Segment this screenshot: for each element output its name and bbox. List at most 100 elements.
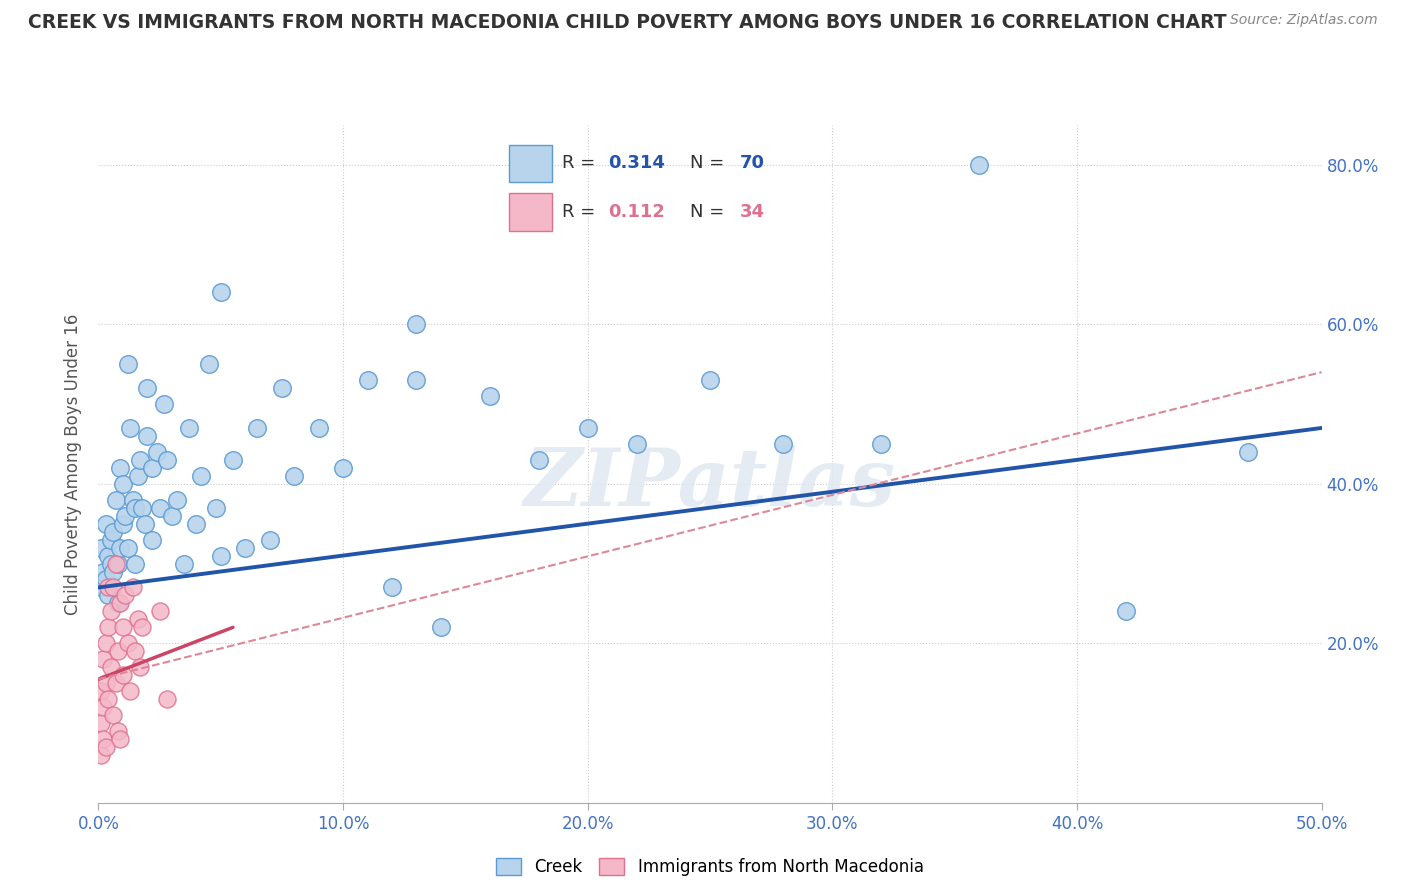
Point: [153, 397, 176, 411]
Point: [146, 445, 169, 459]
Point: [1115, 604, 1137, 618]
Point: [233, 541, 256, 555]
Point: [405, 318, 427, 332]
Point: [114, 589, 136, 603]
Point: [91, 652, 114, 666]
Point: [124, 644, 146, 658]
Point: [405, 373, 427, 387]
Point: [100, 557, 122, 571]
Point: [141, 460, 163, 475]
Point: [270, 381, 294, 395]
Point: [100, 533, 122, 547]
Point: [111, 620, 134, 634]
Point: [576, 421, 599, 435]
Point: [149, 604, 172, 618]
Point: [114, 508, 136, 523]
Point: [527, 453, 550, 467]
Point: [1237, 445, 1260, 459]
Point: [100, 604, 122, 618]
Point: [94, 676, 117, 690]
Point: [90, 716, 112, 731]
Point: [90, 747, 112, 762]
Point: [772, 437, 794, 451]
Point: [104, 557, 127, 571]
Point: [177, 421, 200, 435]
Point: [107, 644, 129, 658]
Point: [381, 581, 404, 595]
Point: [101, 565, 124, 579]
Point: [699, 373, 721, 387]
Point: [186, 516, 208, 531]
Point: [90, 684, 112, 698]
Point: [97, 581, 120, 595]
Point: [129, 660, 152, 674]
Point: [104, 676, 127, 690]
Point: [127, 468, 149, 483]
Point: [104, 492, 127, 507]
Point: [259, 533, 281, 547]
Point: [332, 460, 354, 475]
Point: [127, 612, 149, 626]
Text: CREEK VS IMMIGRANTS FROM NORTH MACEDONIA CHILD POVERTY AMONG BOYS UNDER 16 CORRE: CREEK VS IMMIGRANTS FROM NORTH MACEDONIA…: [28, 13, 1227, 32]
Point: [97, 589, 120, 603]
Point: [90, 581, 112, 595]
Point: [197, 357, 219, 371]
Point: [94, 739, 117, 754]
Point: [97, 620, 120, 634]
Point: [190, 468, 212, 483]
Y-axis label: Child Poverty Among Boys Under 16: Child Poverty Among Boys Under 16: [65, 313, 83, 615]
Point: [111, 516, 134, 531]
Text: Source: ZipAtlas.com: Source: ZipAtlas.com: [1230, 13, 1378, 28]
Point: [156, 453, 179, 467]
Point: [121, 492, 143, 507]
Point: [222, 453, 245, 467]
Point: [101, 581, 124, 595]
Point: [110, 731, 132, 746]
Point: [121, 581, 143, 595]
Point: [117, 541, 139, 555]
Point: [478, 389, 501, 403]
Point: [166, 492, 188, 507]
Point: [430, 620, 453, 634]
Point: [91, 700, 114, 714]
Point: [97, 549, 120, 563]
Point: [101, 524, 124, 539]
Point: [149, 500, 172, 515]
Point: [136, 429, 159, 443]
Point: [111, 668, 134, 682]
Point: [110, 541, 132, 555]
Point: [626, 437, 648, 451]
Point: [110, 460, 132, 475]
Point: [120, 684, 142, 698]
Point: [136, 381, 159, 395]
Point: [134, 516, 156, 531]
Point: [308, 421, 330, 435]
Point: [101, 708, 124, 723]
Point: [246, 421, 269, 435]
Point: [160, 508, 183, 523]
Point: [110, 596, 132, 610]
Point: [100, 660, 122, 674]
Point: [94, 636, 117, 650]
Point: [209, 549, 232, 563]
Point: [111, 476, 134, 491]
Legend: Creek, Immigrants from North Macedonia: Creek, Immigrants from North Macedonia: [489, 851, 931, 882]
Text: ZIPatlas: ZIPatlas: [524, 445, 896, 523]
Point: [870, 437, 893, 451]
Point: [117, 636, 139, 650]
Point: [97, 692, 120, 706]
Point: [173, 557, 195, 571]
Point: [120, 421, 142, 435]
Point: [205, 500, 228, 515]
Point: [94, 516, 117, 531]
Point: [107, 724, 129, 739]
Point: [124, 557, 146, 571]
Point: [209, 285, 232, 300]
Point: [141, 533, 163, 547]
Point: [90, 541, 112, 555]
Point: [94, 573, 117, 587]
Point: [131, 620, 153, 634]
Point: [967, 158, 990, 172]
Point: [156, 692, 179, 706]
Point: [107, 596, 129, 610]
